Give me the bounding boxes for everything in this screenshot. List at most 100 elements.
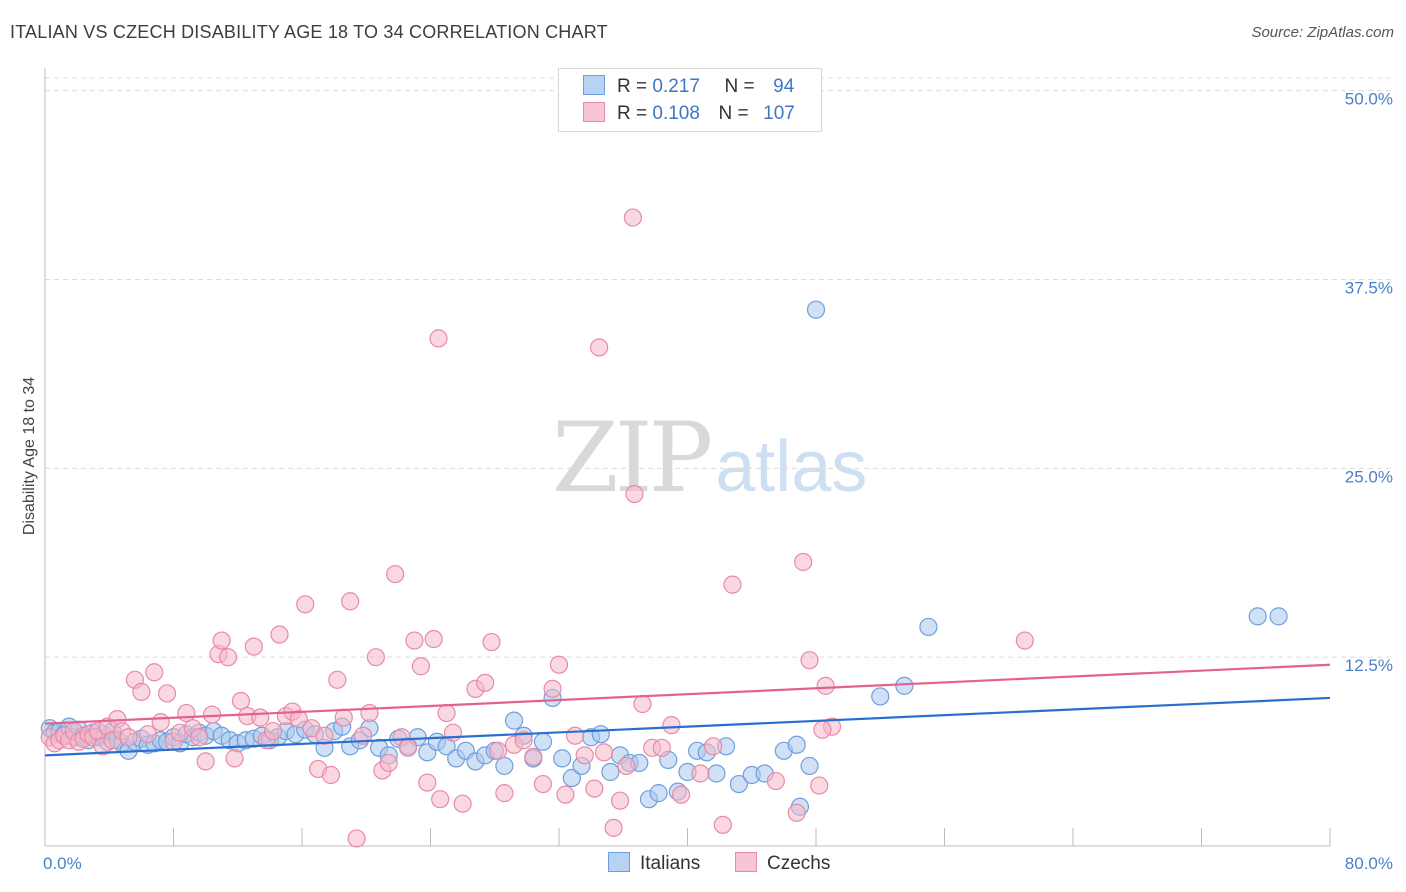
czechs-point (429, 329, 448, 348)
czechs-point (543, 679, 562, 698)
czechs-point (671, 785, 691, 804)
czechs-point (219, 648, 238, 667)
czechs-point (251, 708, 270, 727)
czechs-point (453, 794, 472, 813)
y-tick-label: 37.5% (1345, 278, 1393, 297)
czechs-point (202, 705, 222, 724)
italians-point (495, 756, 514, 776)
czechs-point (411, 657, 430, 676)
bottom-czechs-label: Czechs (767, 853, 831, 874)
czechs-point (787, 803, 806, 822)
source-credit: Source: ZipAtlas.com (1251, 24, 1394, 41)
grid-lines (45, 77, 1392, 658)
czechs-point (177, 703, 196, 723)
x-ticks (44, 828, 1331, 846)
legend-italians-n-label: N = (724, 76, 755, 97)
legend-row-czechs: R = 0.108 N = 107 (583, 102, 795, 126)
czechs-point (270, 625, 289, 644)
czechs-point (424, 629, 443, 649)
italians-point (601, 762, 620, 782)
italians-point (871, 687, 890, 706)
czechs-point (610, 791, 630, 810)
czechs-point (476, 673, 495, 692)
italians-swatch (583, 75, 605, 95)
italians-point (533, 732, 553, 751)
czechs-point (662, 716, 681, 735)
czechs-point (617, 756, 636, 776)
czechs-point (328, 670, 347, 689)
italians-point (1248, 607, 1267, 626)
y-tick-labels: 12.5% 25.0% 37.5% 50.0% (1345, 90, 1393, 676)
italians-point (895, 676, 914, 695)
czechs-point (794, 552, 813, 572)
czechs-swatch (583, 102, 605, 122)
czechs-point (315, 726, 334, 745)
czechs-point (244, 637, 263, 656)
czechs-point (625, 484, 644, 504)
czechs-point (633, 694, 652, 714)
czechs-point (347, 829, 366, 848)
correlation-legend: R = 0.217 N = 94 R = 0.108 N = 107 (558, 68, 822, 132)
italians-point (591, 725, 610, 744)
legend-czechs-n-value: 107 (763, 103, 795, 124)
italians-point (649, 784, 668, 803)
italians-point (729, 774, 749, 794)
czechs-point (585, 779, 604, 798)
czechs-point (225, 749, 244, 768)
czechs-point (800, 651, 819, 670)
czechs-point (119, 728, 138, 747)
czechs-point (196, 752, 215, 771)
italians-point (562, 768, 581, 788)
czechs-point (713, 815, 732, 834)
legend-italians-n-value: 94 (773, 76, 795, 97)
czechs-point (524, 747, 543, 766)
czechs-point (623, 208, 642, 227)
czechs-point (138, 725, 157, 744)
czechs-point (145, 663, 164, 682)
czechs-points (40, 208, 1034, 848)
x-tick-label-max: 80.0% (1345, 854, 1393, 873)
bottom-italians-swatch (608, 852, 630, 872)
czechs-point (514, 731, 533, 750)
axes (44, 68, 1330, 847)
czechs-point (533, 774, 553, 794)
bottom-czechs-swatch (735, 852, 757, 872)
italians-trend-line (44, 696, 1331, 757)
italians-point (504, 711, 524, 730)
czechs-point (549, 655, 569, 674)
chart-title: ITALIAN VS CZECH DISABILITY AGE 18 TO 34… (10, 22, 608, 42)
czechs-point (575, 746, 594, 765)
czechs-point (556, 785, 575, 804)
bottom-legend-czechs: Czechs (735, 852, 830, 875)
czechs-point (723, 575, 742, 594)
czechs-point (482, 632, 501, 652)
italians-point (800, 756, 819, 776)
czechs-point (341, 592, 360, 611)
czechs-point (366, 648, 385, 667)
legend-italians-r-label: R = (617, 76, 648, 97)
czechs-point (334, 708, 353, 727)
czechs-point (704, 737, 723, 756)
czechs-point (813, 720, 832, 739)
czechs-point (386, 564, 405, 584)
czechs-point (190, 728, 209, 747)
czechs-point (766, 771, 785, 791)
italians-point (919, 617, 938, 637)
czechs-point (212, 631, 231, 650)
czechs-point (652, 738, 671, 757)
czechs-point (379, 753, 398, 773)
italians-point (1269, 607, 1288, 626)
czechs-point (418, 773, 437, 792)
y-tick-label: 12.5% (1345, 656, 1393, 675)
czechs-point (437, 703, 456, 723)
czechs-point (443, 723, 463, 742)
czechs-point (816, 676, 835, 695)
czechs-point (405, 631, 424, 650)
y-tick-label: 50.0% (1345, 90, 1393, 109)
czechs-point (565, 726, 585, 745)
italians-point (806, 300, 826, 319)
czechs-point (488, 741, 508, 760)
trend-lines (44, 663, 1331, 757)
czechs-point (1015, 631, 1034, 650)
